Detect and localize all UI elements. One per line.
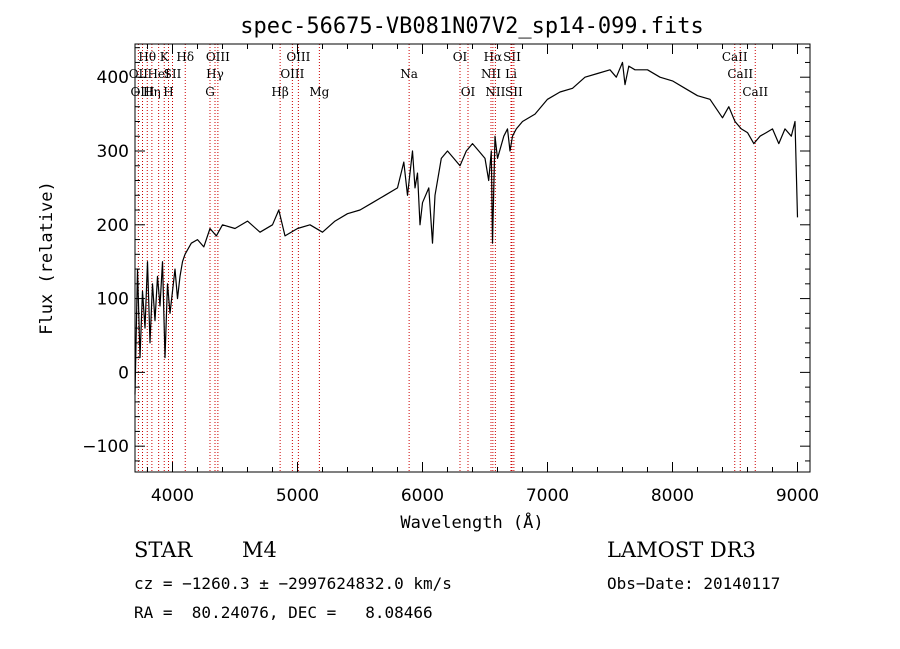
y-tick-label-3: 200 <box>97 216 129 236</box>
y-tick-label-2: 100 <box>97 290 129 310</box>
y-tick-label-0: −100 <box>82 437 129 457</box>
marker-label-20: NII <box>481 67 501 81</box>
marker-label-1: OII <box>129 67 149 81</box>
sky-coordinates: RA = 80.24076, DEC = 8.08466 <box>134 603 433 622</box>
marker-label-19: Hα <box>484 50 503 64</box>
chart-title: spec-56675-VB081N07V2_sp14-099.fits <box>240 14 704 39</box>
marker-label-18: OI <box>461 85 476 99</box>
object-subclass: M4 <box>242 538 277 562</box>
marker-label-22: SII <box>503 50 521 64</box>
marker-label-10: Hγ <box>206 67 224 81</box>
marker-label-15: Mg <box>309 85 329 99</box>
y-tick-label-5: 400 <box>97 68 129 88</box>
flux-series <box>134 61 799 395</box>
marker-label-17: OI <box>453 50 468 64</box>
marker-label-13: OIII <box>280 67 304 81</box>
flux-line <box>134 61 799 395</box>
marker-label-24: SII <box>505 85 523 99</box>
y-tick-label-4: 300 <box>97 142 129 162</box>
marker-label-3: Hη <box>143 85 161 99</box>
marker-label-2: OIII <box>130 85 154 99</box>
x-tick-label-2: 6000 <box>401 486 444 506</box>
x-axis-label: Wavelength (Å) <box>400 511 543 533</box>
x-tick-label-3: 7000 <box>526 486 569 506</box>
marker-label-27: CaII <box>742 85 768 99</box>
marker-label-12: Hβ <box>271 85 288 99</box>
marker-label-8: Hδ <box>176 50 194 64</box>
marker-label-25: CaII <box>722 50 748 64</box>
marker-label-5: K <box>160 50 170 64</box>
plot-frame <box>134 43 811 473</box>
x-tick-label-5: 9000 <box>776 486 819 506</box>
marker-label-7: SII <box>164 67 182 81</box>
marker-label-9: OIII <box>206 50 230 64</box>
y-tick-label-1: 0 <box>118 363 129 383</box>
object-class: STAR <box>134 538 193 562</box>
marker-label-6: H <box>163 85 173 99</box>
marker-label-11: G <box>205 85 215 99</box>
survey-name: LAMOST DR3 <box>607 538 756 562</box>
marker-label-0: Hθ <box>138 50 156 64</box>
y-axis-label: Flux (relative) <box>37 181 57 335</box>
x-tick-label-4: 8000 <box>651 486 694 506</box>
x-tick-label-0: 4000 <box>151 486 194 506</box>
redshift-velocity: cz = −1260.3 ± −2997624832.0 km/s <box>134 574 452 593</box>
marker-label-26: CaII <box>727 67 753 81</box>
marker-label-23: Li <box>505 67 517 81</box>
marker-label-16: Na <box>400 67 418 81</box>
axis-ticks: 4000 5000 6000 7000 8000 9000 −100 0 100 200 300 40… <box>82 44 819 506</box>
observation-date: Obs−Date: 20140117 <box>607 574 781 593</box>
marker-label-14: OIII <box>286 50 310 64</box>
x-tick-label-1: 5000 <box>276 486 319 506</box>
marker-label-21: NII <box>485 85 505 99</box>
